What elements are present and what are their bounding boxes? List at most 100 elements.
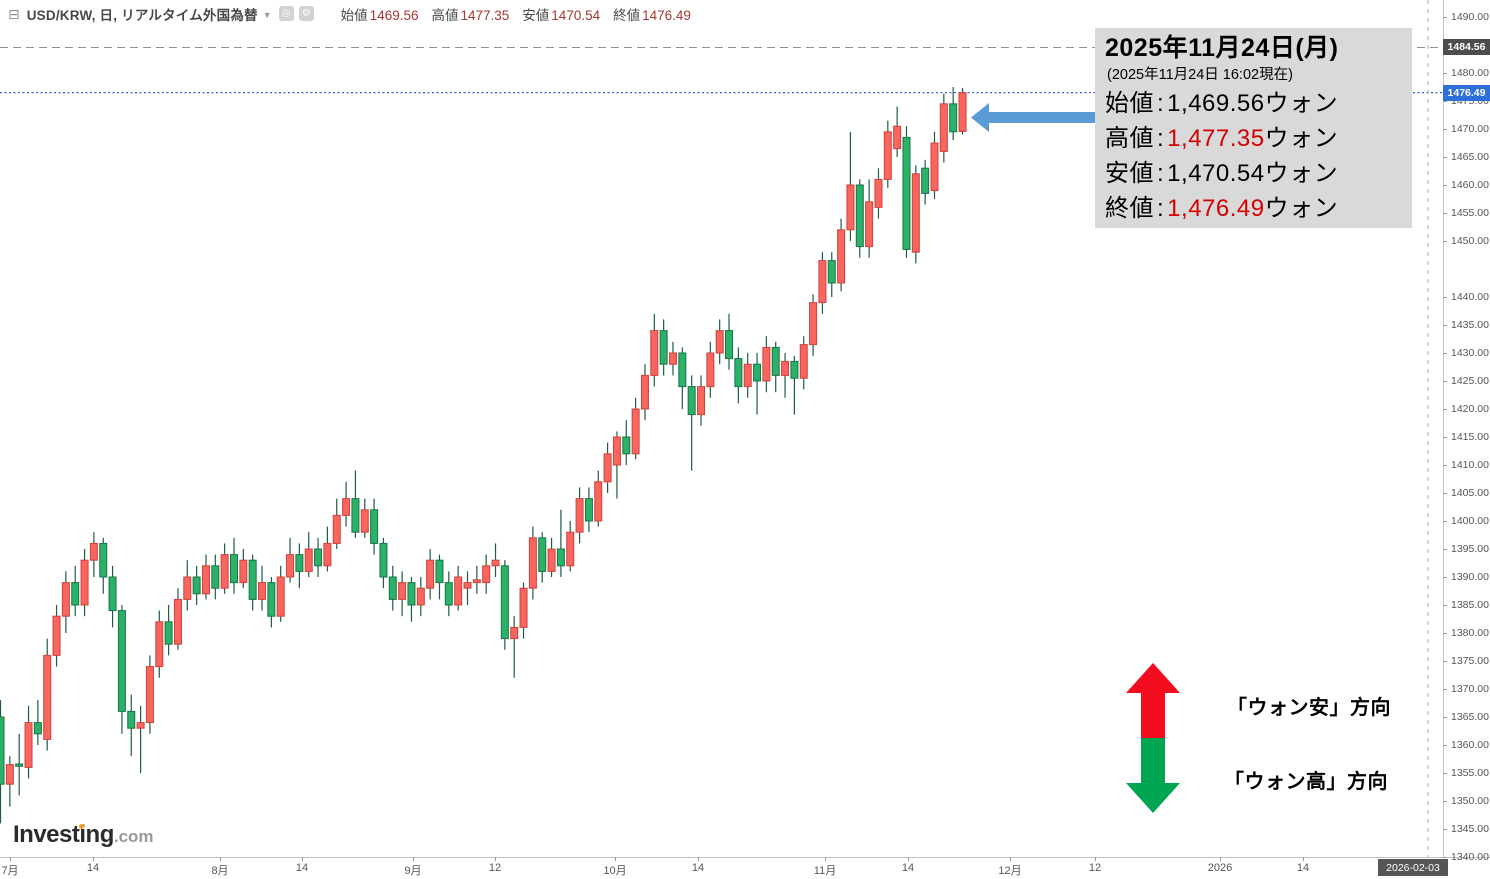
candle-up bbox=[342, 498, 351, 516]
candle-down bbox=[435, 559, 444, 584]
candle-up bbox=[799, 344, 808, 379]
time-axis-label: 9月 bbox=[404, 865, 422, 877]
collapse-icon[interactable]: ⊟ bbox=[8, 5, 20, 22]
candle-up bbox=[463, 582, 472, 589]
candle-up bbox=[89, 542, 98, 561]
candle-up bbox=[145, 666, 154, 724]
chevron-down-icon[interactable]: ▼ bbox=[262, 9, 272, 20]
time-axis-label: 14 bbox=[691, 862, 705, 874]
price-axis-tick bbox=[1443, 632, 1447, 634]
info-box-title: 2025年11月24日(月) bbox=[1105, 34, 1339, 62]
time-axis-tick bbox=[1303, 857, 1304, 861]
candlestick-chart[interactable] bbox=[0, 0, 1443, 857]
price-axis-label: 1380.00 bbox=[1451, 627, 1489, 639]
symbol-title[interactable]: USD/KRW, 日, リアルタイム外国為替 bbox=[26, 7, 258, 23]
time-axis-tick bbox=[10, 857, 11, 861]
candle-down bbox=[687, 386, 696, 416]
price-axis-label: 1465.00 bbox=[1451, 151, 1489, 163]
visibility-icon[interactable]: ◎ bbox=[278, 6, 294, 21]
price-axis-label: 1410.00 bbox=[1451, 459, 1489, 471]
candle-up bbox=[715, 330, 724, 354]
candle-down bbox=[556, 548, 565, 567]
won-direction-arrow bbox=[1126, 663, 1180, 813]
candle-down bbox=[753, 363, 762, 382]
candle-up bbox=[426, 559, 435, 589]
candle-up bbox=[519, 587, 528, 628]
candle-up bbox=[183, 576, 192, 600]
candle-up bbox=[528, 537, 537, 589]
price-axis-tick bbox=[1443, 240, 1447, 242]
candle-down bbox=[230, 554, 238, 584]
candle-up bbox=[697, 386, 705, 416]
candle-down bbox=[370, 509, 379, 544]
info-box-subtitle: (2025年11月24日 16:02現在) bbox=[1107, 67, 1293, 83]
price-axis-tick bbox=[1443, 744, 1447, 746]
time-axis-tick bbox=[698, 857, 699, 861]
time-axis-label: 11月 bbox=[813, 865, 837, 877]
candle-down bbox=[314, 548, 323, 567]
time-axis-label: 12 bbox=[488, 862, 502, 874]
candle-down bbox=[295, 554, 304, 572]
candle-down bbox=[117, 610, 126, 712]
candle-up bbox=[594, 481, 603, 522]
price-axis-label: 1480.00 bbox=[1451, 67, 1489, 79]
price-axis-tick bbox=[1443, 352, 1447, 354]
time-axis-tick bbox=[302, 857, 303, 861]
candle-down bbox=[407, 582, 416, 606]
candle-down bbox=[678, 352, 687, 388]
price-axis-tick bbox=[1443, 716, 1447, 718]
candle-down bbox=[949, 103, 958, 133]
price-axis-label: 1360.00 bbox=[1451, 739, 1489, 751]
time-axis-label: 7月 bbox=[1, 865, 19, 877]
high-price-badge: 1484.56 bbox=[1443, 39, 1490, 56]
candle-up bbox=[416, 587, 425, 606]
candle-down bbox=[71, 582, 80, 606]
candle-down bbox=[351, 498, 360, 533]
candle-down bbox=[99, 542, 108, 578]
won-strong-arrow-icon bbox=[1126, 738, 1180, 813]
candle-up bbox=[603, 453, 612, 483]
candle-down bbox=[379, 542, 388, 578]
candle-up bbox=[155, 621, 164, 668]
last-price-badge: 1476.49 bbox=[1443, 84, 1490, 101]
candle-up bbox=[575, 498, 584, 533]
candle-up bbox=[893, 125, 902, 150]
low-readout: 安値 1470.54 bbox=[522, 7, 601, 23]
candle-down bbox=[771, 346, 780, 376]
candle-up bbox=[482, 565, 491, 584]
time-axis-tick bbox=[413, 857, 414, 861]
price-axis-tick bbox=[1443, 856, 1447, 858]
info-box-row: 安値:1,470.54ウォン bbox=[1105, 160, 1339, 187]
price-axis-label: 1395.00 bbox=[1451, 543, 1489, 555]
time-axis-label: 12 bbox=[1088, 862, 1102, 874]
price-axis-tick bbox=[1443, 492, 1447, 494]
price-axis-tick bbox=[1443, 380, 1447, 382]
time-axis-border bbox=[0, 857, 1490, 858]
time-axis-tick bbox=[495, 857, 496, 861]
candle-down bbox=[790, 360, 799, 379]
price-axis-tick bbox=[1443, 128, 1447, 130]
price-axis-label: 1355.00 bbox=[1451, 767, 1489, 779]
candle-down bbox=[725, 330, 734, 360]
candle-up bbox=[332, 514, 341, 544]
candle-up bbox=[809, 302, 818, 346]
candle-up bbox=[5, 764, 14, 785]
candle-up bbox=[650, 330, 659, 376]
price-axis-label: 1370.00 bbox=[1451, 683, 1489, 695]
candle-up bbox=[61, 582, 70, 617]
candle-down bbox=[444, 582, 453, 606]
logo-suffix: .com bbox=[113, 827, 154, 846]
settings-icon[interactable]: ⚙ bbox=[298, 6, 314, 21]
candle-down bbox=[538, 537, 547, 572]
candle-down bbox=[15, 763, 24, 767]
time-axis-label: 2026 bbox=[1207, 862, 1233, 874]
candle-down bbox=[622, 436, 631, 455]
candle-up bbox=[939, 103, 948, 152]
open-readout: 始値 1469.56 bbox=[340, 7, 419, 23]
candle-down bbox=[108, 576, 117, 612]
candle-up bbox=[743, 363, 752, 388]
price-axis-label: 1430.00 bbox=[1451, 347, 1489, 359]
candle-up bbox=[491, 559, 500, 567]
price-axis-tick bbox=[1443, 772, 1447, 774]
candle-down bbox=[921, 167, 930, 194]
